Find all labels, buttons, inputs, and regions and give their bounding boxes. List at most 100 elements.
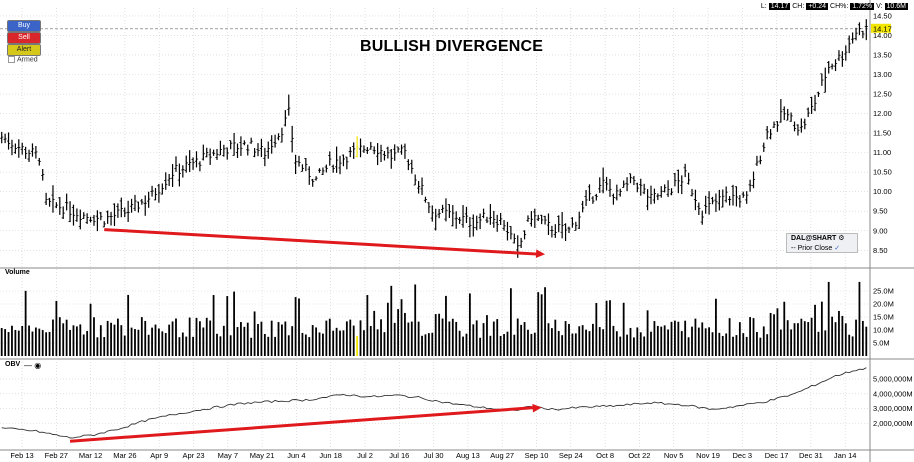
price-bar xyxy=(215,148,219,160)
obv-controls[interactable]: — ◉ xyxy=(24,361,41,370)
volume-bar xyxy=(181,332,184,356)
volume-bar xyxy=(127,294,130,356)
volume-bar xyxy=(735,335,738,356)
price-bar xyxy=(536,214,540,222)
price-bar xyxy=(71,204,76,226)
x-tick-label: Feb 13 xyxy=(10,451,33,460)
volume-bar xyxy=(544,287,546,356)
volume-bar xyxy=(274,336,276,356)
volume-bar xyxy=(530,333,533,356)
price-bar xyxy=(475,215,479,231)
volume-bar xyxy=(643,336,646,356)
volume-bar xyxy=(291,326,294,356)
volume-bar xyxy=(656,325,659,356)
price-bar xyxy=(816,91,821,97)
volume-bar xyxy=(841,315,844,356)
volume-bar xyxy=(356,335,359,356)
price-bar xyxy=(194,151,199,168)
price-bar xyxy=(820,73,824,86)
settings-icon[interactable]: ◉ xyxy=(34,361,42,370)
volume-bar xyxy=(574,333,577,356)
price-bar xyxy=(24,146,28,159)
volume-bar xyxy=(776,308,779,356)
price-bar xyxy=(533,208,537,228)
price-bar xyxy=(311,178,315,187)
price-bar xyxy=(403,143,407,159)
armed-checkbox[interactable] xyxy=(8,56,15,63)
price-bar xyxy=(85,213,89,224)
price-bar xyxy=(147,191,151,208)
volume-bar xyxy=(52,319,54,356)
volume-bar xyxy=(120,325,123,356)
volume-bar xyxy=(34,327,37,356)
x-tick-label: Jun 18 xyxy=(319,451,342,460)
sell-button[interactable]: Sell xyxy=(7,32,41,44)
price-bar xyxy=(560,211,564,239)
volume-tick-label: 5.0M xyxy=(873,339,890,348)
price-bar xyxy=(293,154,298,175)
volume-bar xyxy=(759,337,762,356)
volume-bar xyxy=(164,333,167,356)
price-bar xyxy=(837,50,841,61)
price-tick-label: 10.50 xyxy=(873,168,892,177)
price-bar xyxy=(420,177,424,196)
volume-bar xyxy=(192,336,194,356)
price-bar xyxy=(30,143,35,157)
check-icon[interactable]: ✓ xyxy=(834,245,841,252)
volume-bar xyxy=(421,335,423,356)
volume-bar xyxy=(790,329,793,356)
volume-bar xyxy=(561,335,564,356)
price-bar xyxy=(102,221,106,228)
price-bar xyxy=(505,221,510,241)
price-bar xyxy=(823,67,827,93)
alert-button[interactable]: Alert xyxy=(7,44,41,56)
price-bar xyxy=(686,172,691,185)
volume-bar xyxy=(161,331,164,356)
volume-bar xyxy=(598,327,601,356)
price-bar xyxy=(717,189,721,211)
price-bar xyxy=(669,188,674,196)
volume-bar xyxy=(11,325,13,356)
price-bar xyxy=(423,196,428,203)
price-bar xyxy=(440,204,445,213)
volume-bar xyxy=(417,321,420,356)
volume-bar xyxy=(475,320,478,356)
armed-toggle[interactable]: Armed xyxy=(8,56,38,63)
volume-bar xyxy=(123,335,126,356)
volume-bar xyxy=(766,334,769,356)
volume-bar xyxy=(653,321,656,356)
price-bar xyxy=(526,215,530,222)
buy-button[interactable]: Buy xyxy=(7,20,41,32)
price-bar xyxy=(263,147,267,167)
price-bar xyxy=(553,224,557,238)
volume-bar xyxy=(304,334,307,356)
volume-bar xyxy=(246,322,249,356)
volume-bar xyxy=(865,326,868,356)
price-bar xyxy=(229,140,233,150)
price-bar xyxy=(656,193,660,201)
price-bar xyxy=(119,197,123,218)
price-bar xyxy=(724,186,728,203)
settings-icon[interactable]: ⚙ xyxy=(838,235,845,242)
price-bar xyxy=(591,196,595,204)
volume-bar xyxy=(236,327,239,356)
volume-bar xyxy=(472,324,475,356)
price-bar xyxy=(324,164,328,173)
armed-label: Armed xyxy=(17,56,38,64)
price-bar xyxy=(519,237,523,248)
price-bar xyxy=(369,141,373,150)
price-bar xyxy=(358,138,363,158)
price-bar xyxy=(41,169,45,181)
chart-legend[interactable]: DAL@SHART ⚙ -- Prior Close ✓ xyxy=(786,233,858,253)
price-bar xyxy=(639,178,643,196)
volume-bar xyxy=(626,334,628,356)
price-bar xyxy=(393,144,397,161)
price-bar xyxy=(362,145,366,153)
price-bar xyxy=(75,208,79,222)
volume-bar xyxy=(414,284,417,356)
price-bar xyxy=(731,184,735,206)
price-bar xyxy=(451,205,455,227)
volume-bar xyxy=(605,300,608,356)
volume-tick-label: 15.0M xyxy=(873,313,894,322)
price-bar xyxy=(444,198,448,222)
